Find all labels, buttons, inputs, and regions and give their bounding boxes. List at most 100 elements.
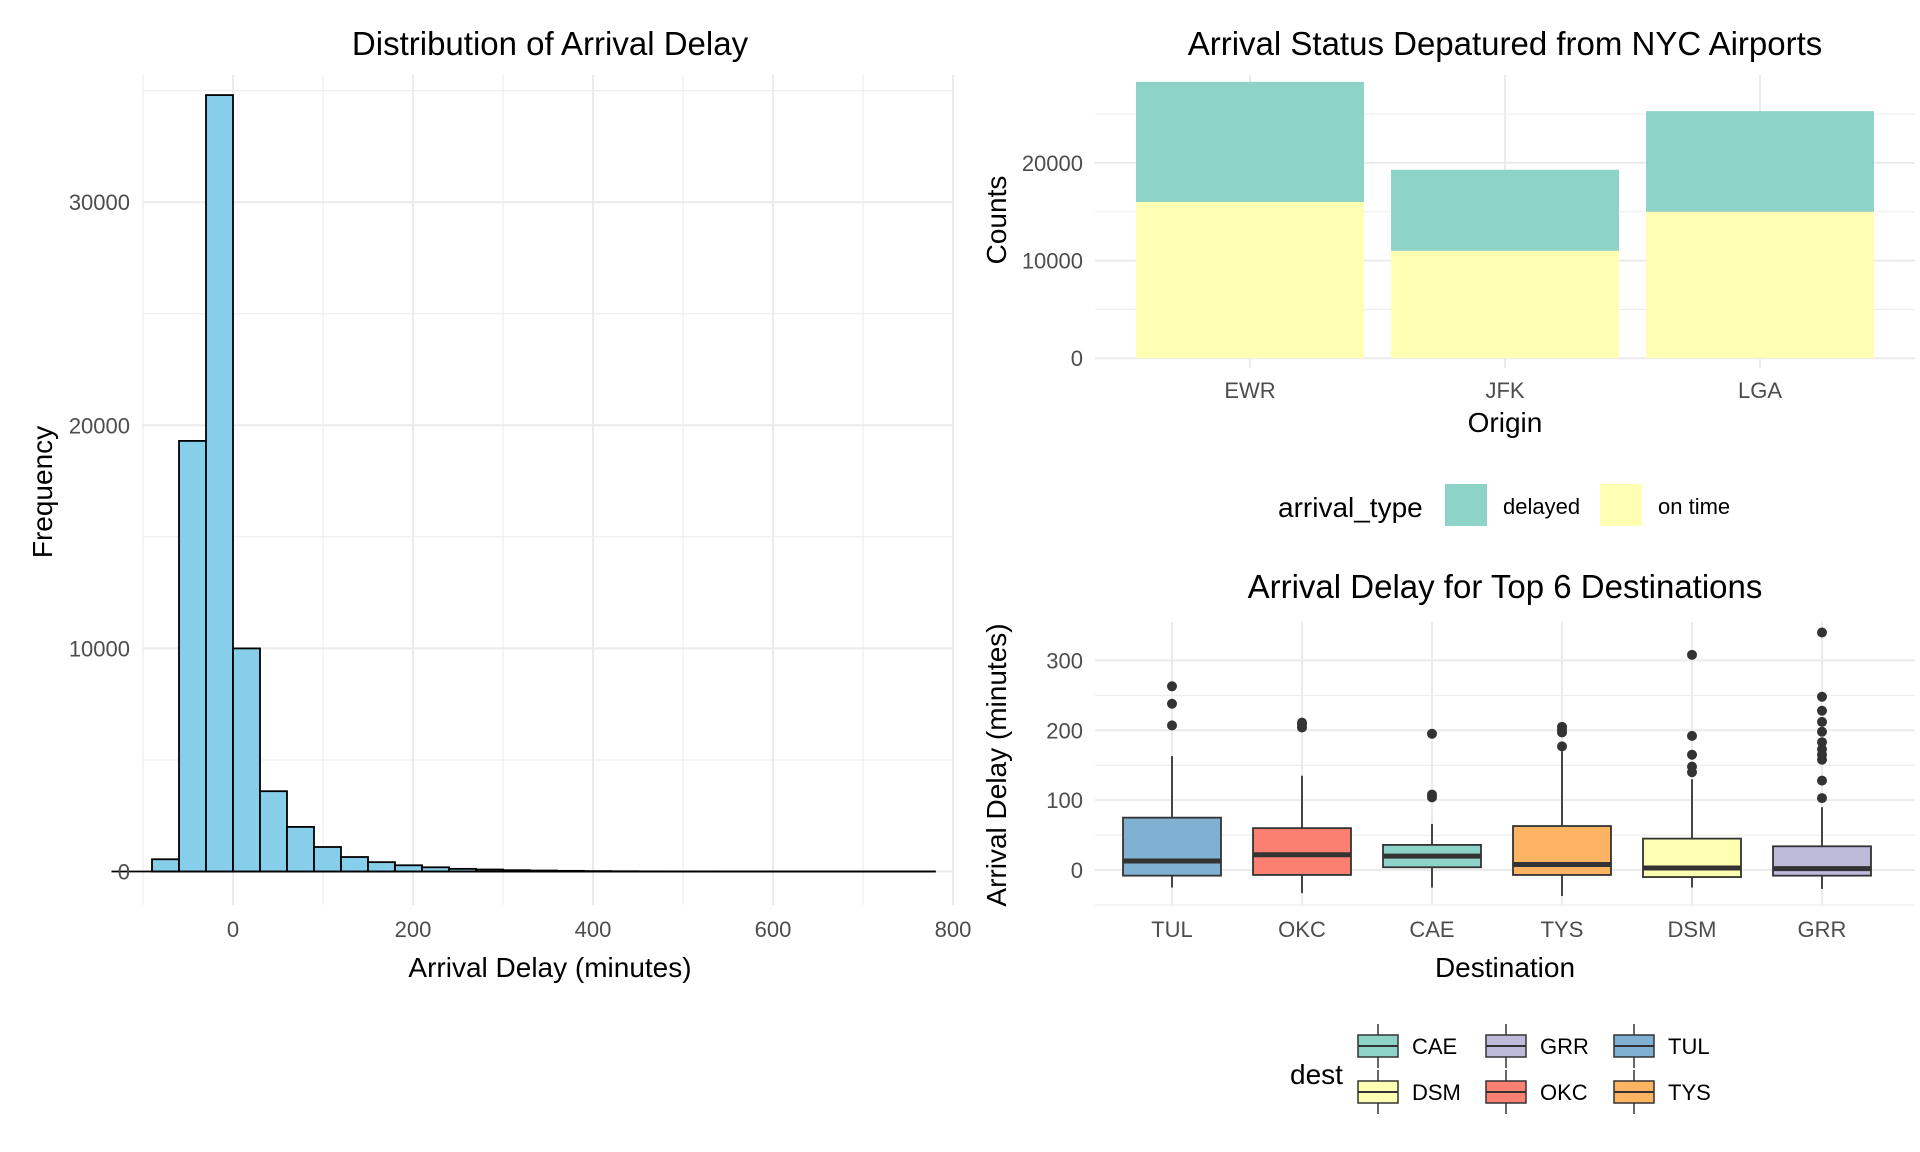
outlier-point (1687, 749, 1697, 760)
outlier-point (1817, 691, 1827, 702)
histogram-x-ticks: 0 200 400 600 800 (227, 917, 971, 942)
histogram-bar (313, 846, 342, 873)
boxplot-boxes (1122, 627, 1872, 896)
bar-segment-delayed (1646, 111, 1874, 212)
histogram-bars (111, 94, 936, 873)
boxplot-legend-title: dest (1290, 1059, 1343, 1090)
bar-x-label: Origin (1468, 407, 1543, 438)
y-tick-label: 10000 (1022, 249, 1083, 274)
outlier-point (1687, 649, 1697, 660)
histogram-bar (340, 856, 369, 873)
x-tick-label: 600 (755, 917, 792, 942)
outlier-point (1167, 720, 1177, 731)
x-tick-label: OKC (1278, 917, 1326, 942)
outlier-point (1817, 726, 1827, 737)
x-tick-label: LGA (1738, 378, 1782, 403)
bar-segment-on-time (1136, 201, 1364, 359)
legend-label-OKC: OKC (1540, 1080, 1588, 1105)
bar-legend-title: arrival_type (1278, 492, 1423, 523)
boxplot-x-ticks: TUL OKC CAE TYS DSM GRR (1151, 917, 1846, 942)
outlier-point (1817, 737, 1827, 748)
y-tick-label: 30000 (69, 190, 130, 215)
legend-label-TYS: TYS (1668, 1080, 1711, 1105)
y-tick-label: 100 (1046, 788, 1083, 813)
outlier-point (1557, 721, 1567, 732)
x-tick-label: TUL (1151, 917, 1193, 942)
boxplot-panel: Arrival Delay for Top 6 Destinations TUL… (981, 568, 1915, 1114)
legend-label-delayed: delayed (1503, 494, 1580, 519)
legend-swatch-on-time (1600, 484, 1642, 526)
x-tick-label: EWR (1224, 378, 1275, 403)
outlier-point (1817, 793, 1827, 804)
outlier-point (1817, 627, 1827, 638)
outlier-point (1817, 705, 1827, 716)
bar-y-label: Counts (981, 176, 1012, 265)
outlier-point (1687, 730, 1697, 741)
y-tick-label: 300 (1046, 648, 1083, 673)
y-tick-label: 0 (118, 860, 130, 885)
bar-segments (1136, 81, 1874, 359)
histogram-grid (142, 75, 954, 905)
outlier-point (1427, 789, 1437, 800)
bar-segment-on-time (1646, 211, 1874, 359)
histogram-bar (151, 858, 180, 873)
legend-label-GRR: GRR (1540, 1034, 1589, 1059)
outlier-point (1167, 698, 1177, 709)
outlier-point (1167, 681, 1177, 692)
histogram-panel: Distribution of Arrival Delay 0 200 400 600… (27, 25, 971, 983)
boxplot-y-ticks: 0 100 200 300 (1046, 648, 1083, 883)
bar-y-ticks: 0 10000 20000 (1022, 151, 1083, 371)
bar-segment-on-time (1391, 250, 1619, 359)
outlier-point (1817, 716, 1827, 727)
x-tick-label: 800 (935, 917, 972, 942)
outlier-point (1557, 741, 1567, 752)
y-tick-label: 20000 (69, 413, 130, 438)
histogram-x-label: Arrival Delay (minutes) (408, 952, 691, 983)
box-GRR (1772, 845, 1872, 877)
legend-label-DSM: DSM (1412, 1080, 1461, 1105)
histogram-bar (205, 94, 234, 873)
histogram-y-ticks: 0 10000 20000 30000 (69, 190, 130, 884)
outlier-point (1817, 744, 1827, 755)
boxplot-legend: dest CAE GRR TUL DSM OKC TYS (1290, 1024, 1711, 1114)
x-tick-label: JFK (1485, 378, 1524, 403)
histogram-bar (259, 790, 288, 873)
bar-x-ticks: EWR JFK LGA (1224, 378, 1782, 403)
histogram-bar (367, 861, 396, 873)
outlier-point (1427, 728, 1437, 739)
stacked-bar-panel: Arrival Status Depatured from NYC Airpor… (981, 25, 1915, 526)
boxplot-title: Arrival Delay for Top 6 Destinations (1248, 568, 1763, 605)
legend-label-TUL: TUL (1668, 1034, 1710, 1059)
bar-chart-title: Arrival Status Depatured from NYC Airpor… (1188, 25, 1823, 62)
box-TUL (1122, 816, 1222, 877)
outlier-point (1687, 761, 1697, 772)
y-tick-label: 200 (1046, 718, 1083, 743)
histogram-bar (394, 864, 423, 873)
histogram-bar (232, 647, 261, 873)
x-tick-label: 200 (395, 917, 432, 942)
box-TYS (1512, 825, 1612, 876)
y-tick-label: 10000 (69, 636, 130, 661)
x-tick-label: GRR (1798, 917, 1847, 942)
y-tick-label: 0 (1071, 346, 1083, 371)
box-OKC (1252, 827, 1352, 876)
y-tick-label: 20000 (1022, 151, 1083, 176)
bar-segment-delayed (1136, 81, 1364, 202)
x-tick-label: CAE (1409, 917, 1454, 942)
histogram-title: Distribution of Arrival Delay (352, 25, 749, 62)
histogram-y-label: Frequency (27, 426, 58, 558)
x-tick-label: 400 (575, 917, 612, 942)
outlier-point (1817, 775, 1827, 786)
outlier-point (1297, 717, 1307, 728)
y-tick-label: 0 (1071, 858, 1083, 883)
legend-label-on-time: on time (1658, 494, 1730, 519)
boxplot-x-label: Destination (1435, 952, 1575, 983)
histogram-bar (286, 826, 315, 873)
x-tick-label: DSM (1668, 917, 1717, 942)
x-tick-label: 0 (227, 917, 239, 942)
histogram-bar (178, 440, 207, 873)
boxplot-legend-items: CAE GRR TUL DSM OKC TYS (1357, 1024, 1711, 1114)
boxplot-y-label: Arrival Delay (minutes) (981, 623, 1012, 906)
legend-label-CAE: CAE (1412, 1034, 1457, 1059)
